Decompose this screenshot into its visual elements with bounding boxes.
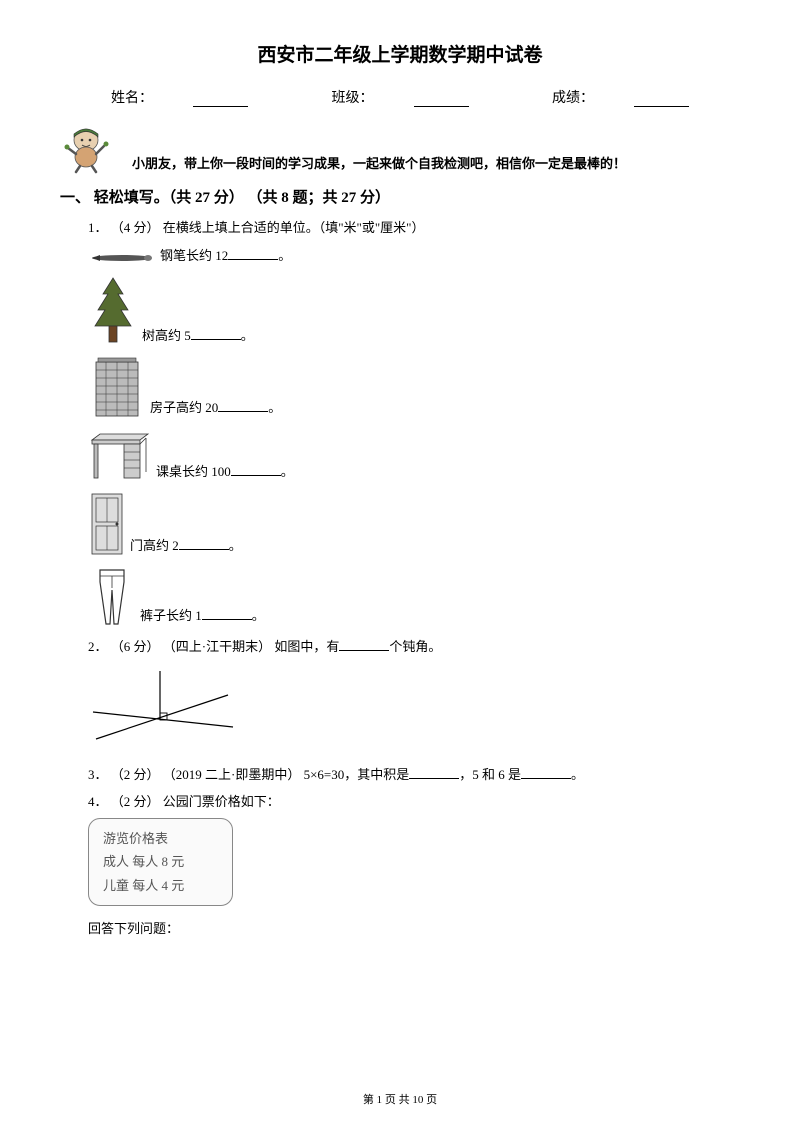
- price-row-child: 儿童 每人 4 元: [103, 874, 218, 897]
- blank-input[interactable]: [179, 549, 229, 550]
- tree-icon: [88, 276, 138, 348]
- price-title: 游览价格表: [103, 827, 218, 850]
- q1-item-desk: 课桌长约 100。: [60, 428, 740, 484]
- desk-icon: [88, 428, 152, 484]
- blank-input[interactable]: [521, 778, 571, 779]
- blank-input[interactable]: [228, 259, 278, 260]
- intro-row: 小朋友，带上你一段时间的学习成果，一起来做个自我检测吧，相信你一定是最棒的！: [60, 122, 740, 174]
- section-1-title: 一、 轻松填写。（共 27 分） （共 8 题；共 27 分）: [60, 186, 740, 207]
- page-footer: 第 1 页 共 10 页: [0, 1091, 800, 1107]
- blank-input[interactable]: [339, 650, 389, 651]
- class-field[interactable]: 班级：: [312, 91, 489, 106]
- q4-text: 4． （2 分） 公园门票价格如下：: [60, 791, 740, 810]
- q4-followup: 回答下列问题：: [60, 918, 740, 937]
- door-icon: [88, 492, 126, 558]
- q1-header: 1． （4 分） 在横线上填上合适的单位。（填"米"或"厘米"）: [60, 217, 740, 236]
- building-icon: [88, 356, 146, 420]
- intro-text: 小朋友，带上你一段时间的学习成果，一起来做个自我检测吧，相信你一定是最棒的！: [122, 153, 626, 174]
- name-field[interactable]: 姓名：: [91, 91, 268, 106]
- blank-input[interactable]: [218, 411, 268, 412]
- q3-text: 3． （2 分） （2019 二上·即墨期中） 5×6=30，其中积是，5 和 …: [60, 764, 740, 783]
- blank-input[interactable]: [409, 778, 459, 779]
- q1-item-pants: 裤子长约 1。: [60, 566, 740, 628]
- pen-icon: [88, 244, 156, 268]
- q1-item-pen: 钢笔长约 12。: [60, 244, 740, 268]
- price-row-adult: 成人 每人 8 元: [103, 850, 218, 873]
- pants-icon: [88, 566, 136, 628]
- header-fields: 姓名： 班级： 成绩：: [60, 87, 740, 107]
- exam-title: 西安市二年级上学期数学期中试卷: [60, 40, 740, 67]
- blank-input[interactable]: [231, 475, 281, 476]
- price-table: 游览价格表 成人 每人 8 元 儿童 每人 4 元: [88, 818, 233, 906]
- q1-item-building: 房子高约 20。: [60, 356, 740, 420]
- angle-diagram: [60, 667, 740, 752]
- blank-input[interactable]: [191, 339, 241, 340]
- mascot-icon: [60, 122, 112, 174]
- q2-text: 2． （6 分） （四上·江干期末） 如图中，有个钝角。: [60, 636, 740, 655]
- q1-item-tree: 树高约 5。: [60, 276, 740, 348]
- score-field[interactable]: 成绩：: [532, 91, 709, 106]
- q1-item-door: 门高约 2。: [60, 492, 740, 558]
- blank-input[interactable]: [202, 619, 252, 620]
